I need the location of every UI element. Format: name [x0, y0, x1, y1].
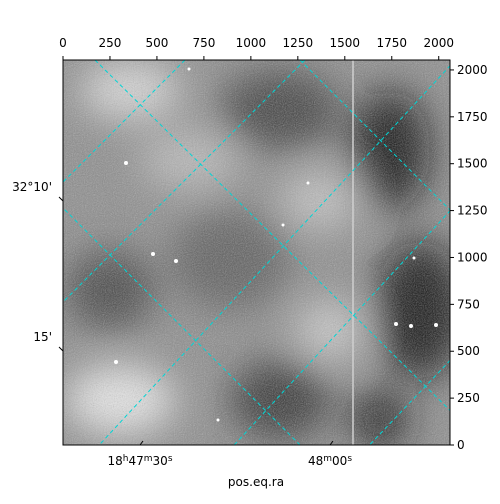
wcs-grid	[63, 60, 450, 445]
x-tick-label: 1250	[283, 36, 314, 50]
y-tick-label: 1500	[457, 157, 488, 171]
axes-frame	[62, 59, 451, 446]
y-tick-label: 1000	[457, 250, 488, 264]
y-tick-label: 250	[457, 391, 480, 405]
y-tick-label: 500	[457, 344, 480, 358]
x-tick-label: 750	[192, 36, 215, 50]
y-tick-label: 750	[457, 297, 480, 311]
ra-tick	[329, 440, 334, 446]
dec-tick-label: 32°10'	[12, 180, 52, 194]
x-tick-label: 2000	[423, 36, 454, 50]
x-axis-label: pos.eq.ra	[228, 475, 284, 489]
x-tick-label: 0	[59, 36, 67, 50]
ra-tick-label: 18h47m30s	[107, 454, 172, 468]
dec-tick	[58, 196, 64, 202]
dec-tick-label: 15'	[33, 330, 52, 344]
ra-tick	[139, 440, 144, 446]
y-tick-label: 1250	[457, 204, 488, 218]
ra-tick-label: 48m00s	[308, 454, 352, 468]
x-tick-label: 1500	[330, 36, 361, 50]
x-tick-label: 500	[145, 36, 168, 50]
x-tick-label: 1750	[376, 36, 407, 50]
y-tick-label: 0	[457, 438, 465, 452]
y-tick-label: 1750	[457, 110, 488, 124]
sky-image	[63, 60, 450, 445]
x-tick-label: 250	[99, 36, 122, 50]
y-tick-label: 2000	[457, 63, 488, 77]
x-tick-label: 1000	[236, 36, 267, 50]
dec-tick	[58, 346, 64, 352]
